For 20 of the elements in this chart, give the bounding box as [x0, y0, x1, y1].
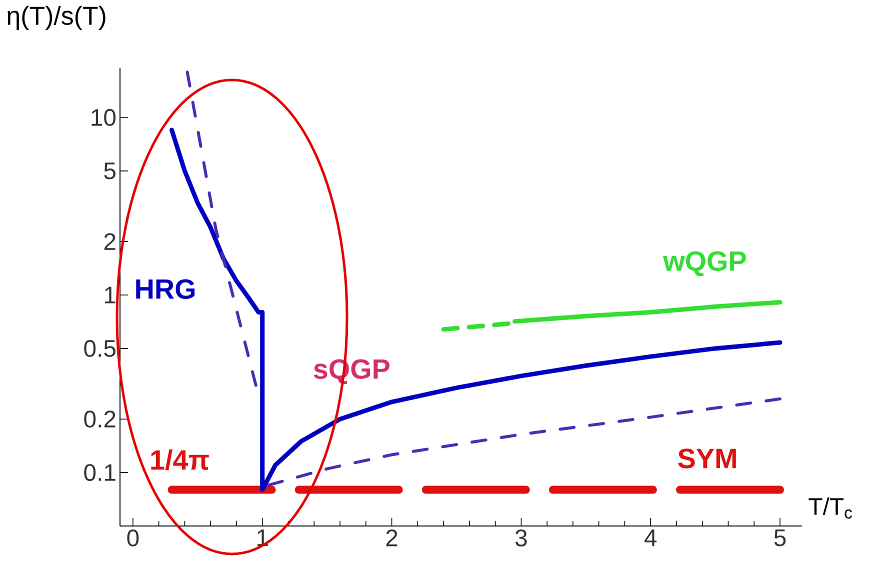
x-tick-label: 2 [386, 530, 398, 546]
x-axis-title: T/T$_{c}$ [808, 497, 852, 519]
annotation: SYM [678, 448, 736, 468]
y-tick-label: 0.1 [84, 464, 116, 482]
x-tick-label: 5 [774, 530, 786, 546]
line-series [267, 397, 782, 487]
y-axis-title: η(T)/s(T) [8, 6, 106, 30]
x-tick-label: 3 [515, 530, 527, 546]
y-tick-label: 0.2 [84, 410, 116, 428]
annotation: 1/4π [151, 449, 209, 470]
y-tick-label: 1 [105, 286, 116, 304]
x-tick-label: 0 [127, 530, 139, 546]
annotation: HRG [136, 279, 195, 299]
y-tick-label: 0.5 [84, 340, 116, 357]
line-series [512, 300, 782, 324]
x-tick-label: 4 [644, 530, 657, 546]
annotation: wQGP [663, 251, 746, 276]
y-tick-label: 10 [92, 109, 116, 126]
y-tick-label: 2 [104, 233, 116, 250]
y-tick-label: 5 [104, 162, 116, 180]
